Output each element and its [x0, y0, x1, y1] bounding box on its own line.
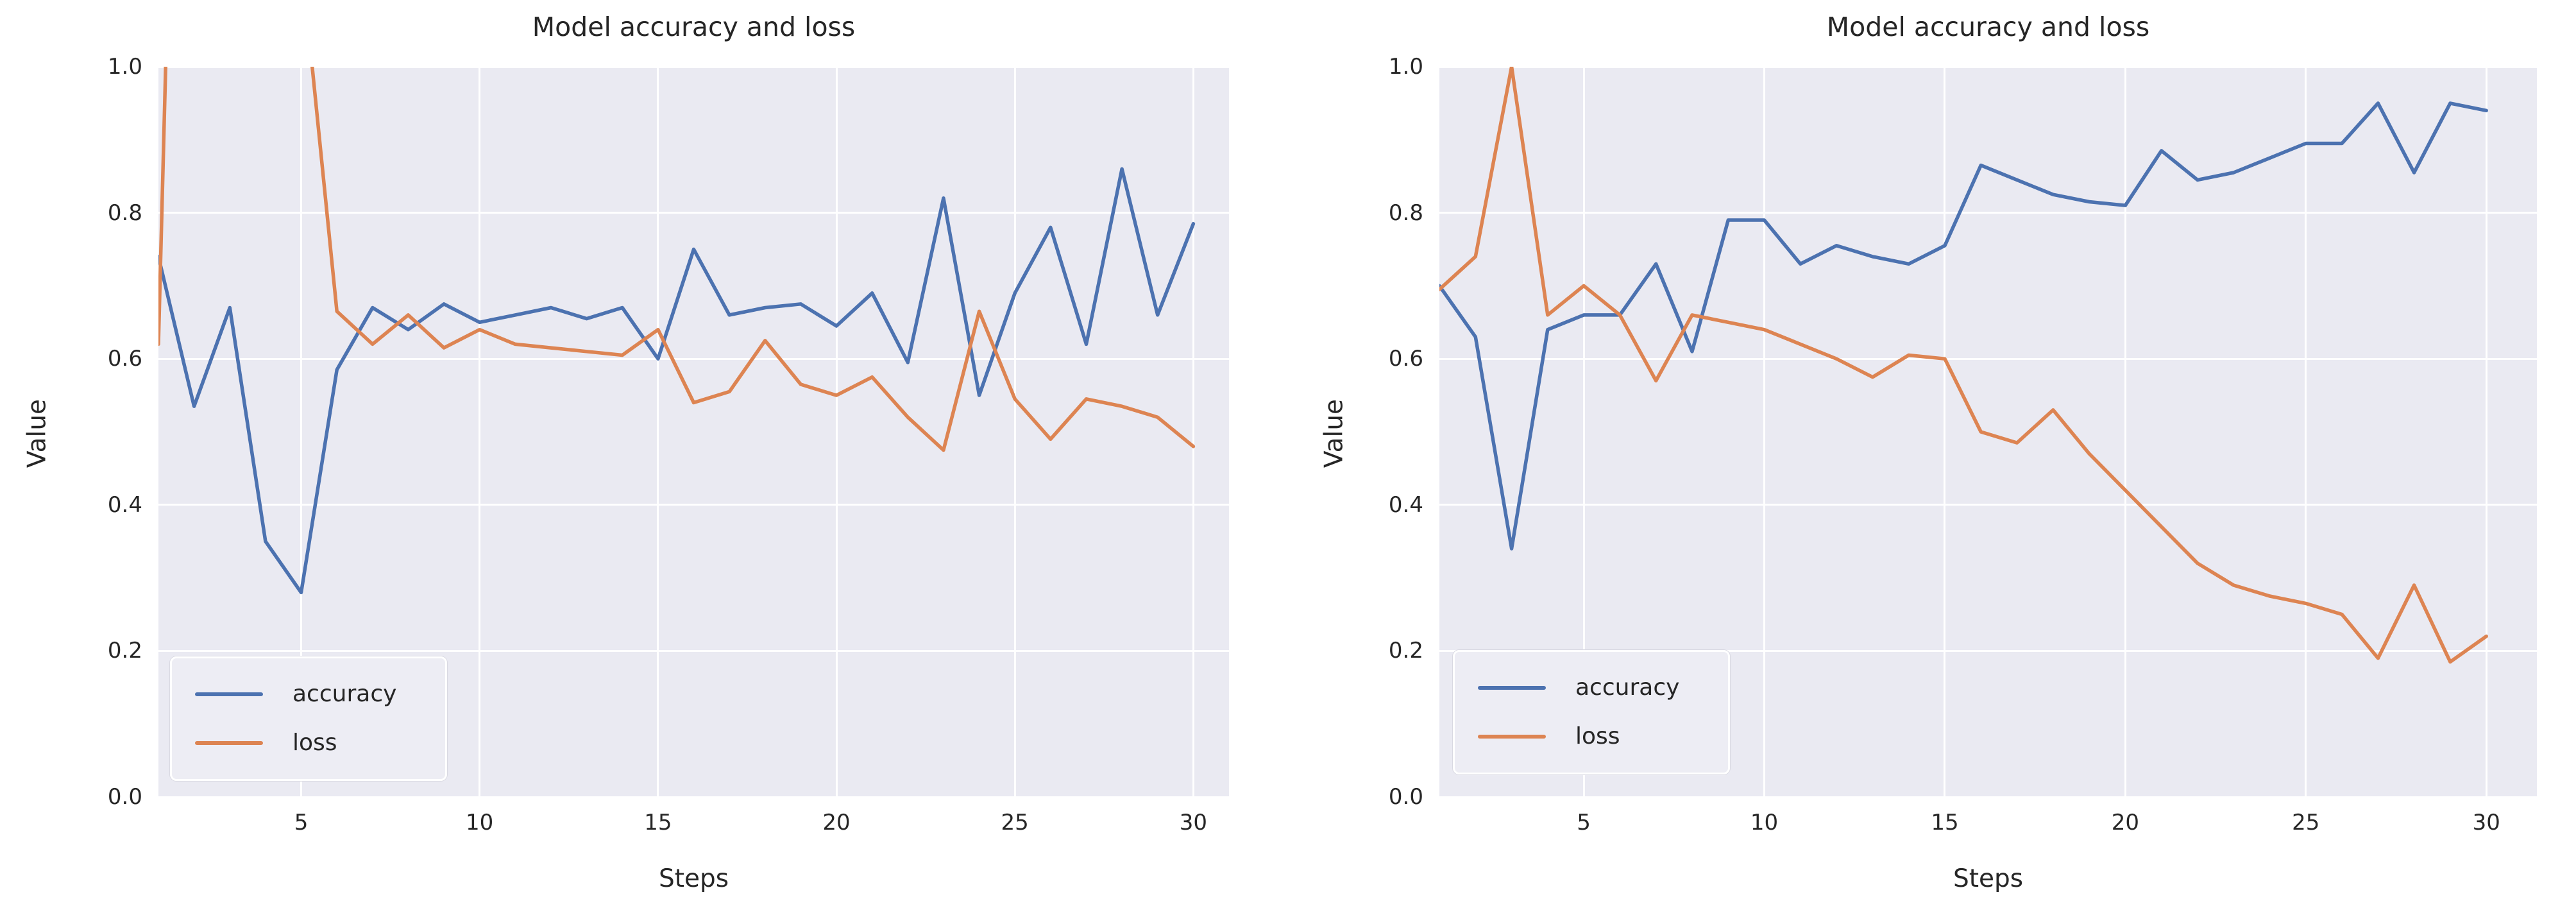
right-y-axis-label: Value	[1319, 398, 1349, 468]
left-chart-panel: Model accuracy and loss Value accuracy lo…	[22, 12, 1229, 893]
right-legend-label-loss: loss	[1575, 723, 1620, 749]
right-gridline-y-0.0	[1439, 796, 2537, 798]
right-y-tick-0.4: 0.4	[1388, 492, 1423, 518]
right-x-tick-15: 15	[1931, 810, 1959, 835]
right-y-tick-0.6: 0.6	[1388, 346, 1423, 372]
right-gridline-y-0.8	[1439, 212, 2537, 214]
left-series-layer	[158, 67, 1196, 595]
right-gridline-y-0.4	[1439, 504, 2537, 506]
left-x-tick-25: 25	[1001, 810, 1029, 835]
left-y-axis-label: Value	[22, 398, 52, 468]
left-gridline-x-5	[300, 67, 303, 797]
left-x-axis-label: Steps	[658, 864, 729, 893]
right-x-tick-20: 20	[2111, 810, 2139, 835]
left-x-tick-15: 15	[644, 810, 672, 835]
left-x-tick-5: 5	[294, 810, 309, 835]
left-y-tick-0.8: 0.8	[107, 200, 142, 226]
left-x-tick-20: 20	[822, 810, 851, 835]
left-chart-title: Model accuracy and loss	[532, 12, 856, 42]
left-legend-label-loss: loss	[292, 730, 337, 756]
right-legend-line-loss	[1478, 735, 1546, 739]
right-x-tick-30: 30	[2472, 810, 2500, 835]
left-legend-entry-accuracy: accuracy	[195, 675, 396, 714]
left-gridline-y-0.6	[158, 357, 1229, 360]
left-gridline-x-10	[479, 67, 481, 797]
left-gridline-x-25	[1013, 67, 1016, 797]
right-gridline-y-0.6	[1439, 357, 2537, 360]
right-gridline-x-25	[2305, 67, 2307, 797]
left-legend: accuracy loss	[170, 656, 447, 781]
right-gridline-x-5	[1582, 67, 1585, 797]
right-gridline-x-10	[1763, 67, 1766, 797]
right-line-loss	[1439, 67, 2488, 664]
left-y-tick-0.2: 0.2	[107, 638, 142, 664]
right-y-tick-0.8: 0.8	[1388, 200, 1423, 226]
left-y-tick-1.0: 1.0	[107, 54, 142, 80]
right-y-tick-0.2: 0.2	[1388, 638, 1423, 664]
right-x-tick-25: 25	[2292, 810, 2320, 835]
left-legend-line-accuracy	[195, 692, 263, 696]
left-gridline-x-15	[657, 67, 659, 797]
right-y-tick-1.0: 1.0	[1388, 54, 1423, 80]
right-line-accuracy	[1439, 101, 2488, 551]
right-series-layer	[1439, 67, 2488, 664]
right-gridline-x-20	[2124, 67, 2126, 797]
left-y-tick-0.4: 0.4	[107, 492, 142, 518]
right-legend: accuracy loss	[1453, 650, 1730, 774]
right-x-axis-label: Steps	[1953, 864, 2024, 893]
left-gridline-x-30	[1192, 67, 1194, 797]
left-legend-line-loss	[195, 741, 263, 745]
left-legend-entry-loss: loss	[195, 724, 337, 762]
right-chart-panel: Model accuracy and loss Value accuracy lo…	[1288, 0, 2576, 915]
left-plot-area: accuracy loss	[158, 65, 1229, 798]
right-plot-area: accuracy loss	[1439, 65, 2537, 798]
right-gridline-y-1.0	[1439, 65, 2537, 68]
left-x-tick-30: 30	[1179, 810, 1207, 835]
right-gridline-x-15	[1944, 67, 1946, 797]
left-y-tick-0.0: 0.0	[107, 784, 142, 810]
left-gridline-y-0.8	[158, 212, 1229, 214]
left-x-tick-10: 10	[466, 810, 494, 835]
right-x-tick-5: 5	[1577, 810, 1591, 835]
right-gridline-x-30	[2485, 67, 2487, 797]
left-gridline-y-0.0	[158, 796, 1229, 798]
left-legend-label-accuracy: accuracy	[292, 681, 397, 707]
right-legend-entry-accuracy: accuracy	[1478, 669, 1679, 707]
left-y-tick-0.6: 0.6	[107, 346, 142, 372]
left-gridline-y-1.0	[158, 65, 1229, 68]
left-gridline-y-0.4	[158, 504, 1229, 506]
left-line-accuracy	[158, 167, 1196, 595]
right-x-tick-10: 10	[1750, 810, 1779, 835]
right-legend-line-accuracy	[1478, 686, 1546, 690]
right-legend-entry-loss: loss	[1478, 717, 1620, 756]
right-chart-title: Model accuracy and loss	[1826, 12, 2150, 42]
left-gridline-y-0.2	[158, 649, 1229, 652]
left-line-loss	[158, 67, 1196, 452]
right-legend-label-accuracy: accuracy	[1575, 674, 1680, 701]
right-y-tick-0.0: 0.0	[1388, 784, 1423, 810]
left-gridline-x-20	[835, 67, 838, 797]
right-gridline-y-0.2	[1439, 649, 2537, 652]
